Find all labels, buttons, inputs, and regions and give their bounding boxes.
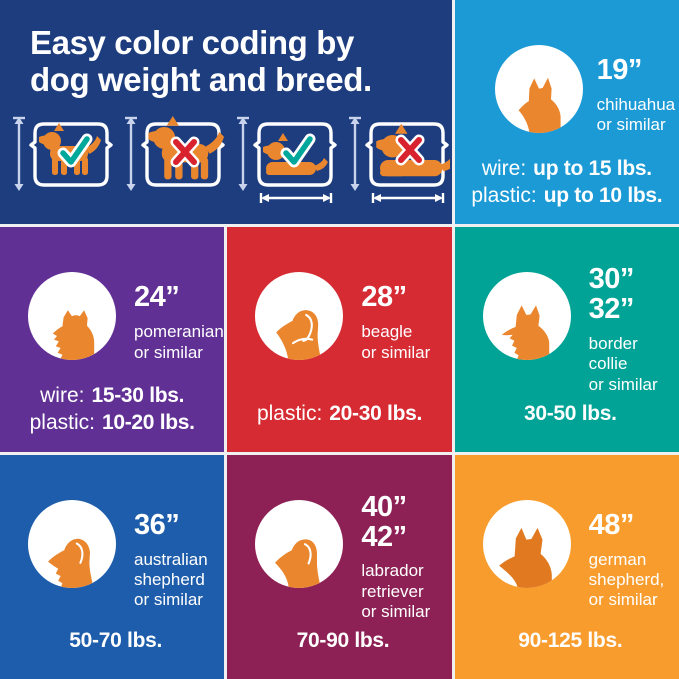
beagle-icon xyxy=(255,272,344,361)
weight-range: plastic: 20-30 lbs. xyxy=(256,402,423,425)
breed-name: border collie or similar xyxy=(588,334,658,394)
x-icon xyxy=(395,134,425,166)
crate-legend xyxy=(10,114,450,206)
check-icon xyxy=(57,133,93,168)
crate-size: 19” xyxy=(596,54,643,86)
crate-size: 48” xyxy=(588,508,635,541)
card-chihuahua: 19” chihuahua or similar wire: up to 15 l… xyxy=(454,0,679,225)
card-info: 36” australian shepherd or similar xyxy=(134,508,208,611)
weight-range: wire: 15-30 lbs. plastic: 10-20 lbs. xyxy=(29,384,195,434)
chihuahua-icon xyxy=(494,45,583,133)
crate-size: 30” 32” xyxy=(588,263,635,326)
german-shepherd-icon xyxy=(482,499,571,588)
breed-name: australian shepherd or similar xyxy=(134,549,208,610)
border-collie-icon xyxy=(482,272,571,361)
breed-name: german shepherd, or similar xyxy=(588,549,665,610)
card-german-shepherd: 48” german shepherd, or similar 90-125 l… xyxy=(454,454,679,679)
crate-size: 36” xyxy=(134,508,180,541)
card-info: 24” pomeranian or similar xyxy=(134,281,224,363)
breed-name: pomeranian or similar xyxy=(134,322,224,362)
card-australian-shepherd: 36” australian shepherd or similar 50-70… xyxy=(0,454,225,679)
page-title: Easy color coding by dog weight and bree… xyxy=(30,24,372,98)
big-lying-dog-silhouette xyxy=(376,123,450,177)
card-info: 28” beagle or similar xyxy=(361,281,431,363)
crate-size: 40” 42” xyxy=(361,490,407,553)
labrador-retriever-icon xyxy=(255,499,344,588)
crate-ok-lying-icon xyxy=(237,116,337,203)
crate-toosmall-standing-icon xyxy=(125,115,225,191)
weight-range: 30-50 lbs. xyxy=(523,402,617,425)
crate-size: 28” xyxy=(361,281,407,314)
crate-size: 24” xyxy=(134,281,180,314)
crate-toosmall-lying-icon xyxy=(349,116,450,203)
breed-name: labrador retriever or similar xyxy=(361,561,431,622)
card-labrador-retriever: 40” 42” labrador retriever or similar 70… xyxy=(227,454,452,679)
weight-range: 90-125 lbs. xyxy=(518,629,623,653)
lying-dog-silhouette xyxy=(263,133,328,175)
crate-ok-standing-icon xyxy=(13,116,113,191)
card-info: 40” 42” labrador retriever or similar xyxy=(361,490,431,623)
weight-range: 50-70 lbs. xyxy=(69,629,163,653)
card-info: 19” chihuahua or similar xyxy=(596,54,676,136)
card-border-collie: 30” 32” border collie or similar 30-50 l… xyxy=(454,227,679,452)
breed-name: chihuahua or similar xyxy=(596,94,676,135)
australian-shepherd-icon xyxy=(28,499,116,588)
weight-range: 70-90 lbs. xyxy=(296,629,390,653)
pomeranian-icon xyxy=(28,272,116,361)
check-icon xyxy=(280,133,316,168)
card-beagle: 28” beagle or similar plastic: 20-30 lbs. xyxy=(227,227,452,452)
weight-range: wire: up to 15 lbs. plastic: up to 10 lbs. xyxy=(471,157,663,207)
card-info: 48” german shepherd, or similar xyxy=(588,508,665,611)
card-info: 30” 32” border collie or similar xyxy=(588,263,658,395)
x-icon xyxy=(170,136,200,168)
card-pomeranian: 24” pomeranian or similar wire: 15-30 lbs… xyxy=(0,227,225,452)
header-panel: Easy color coding by dog weight and bree… xyxy=(0,0,452,225)
breed-name: beagle or similar xyxy=(361,322,431,362)
